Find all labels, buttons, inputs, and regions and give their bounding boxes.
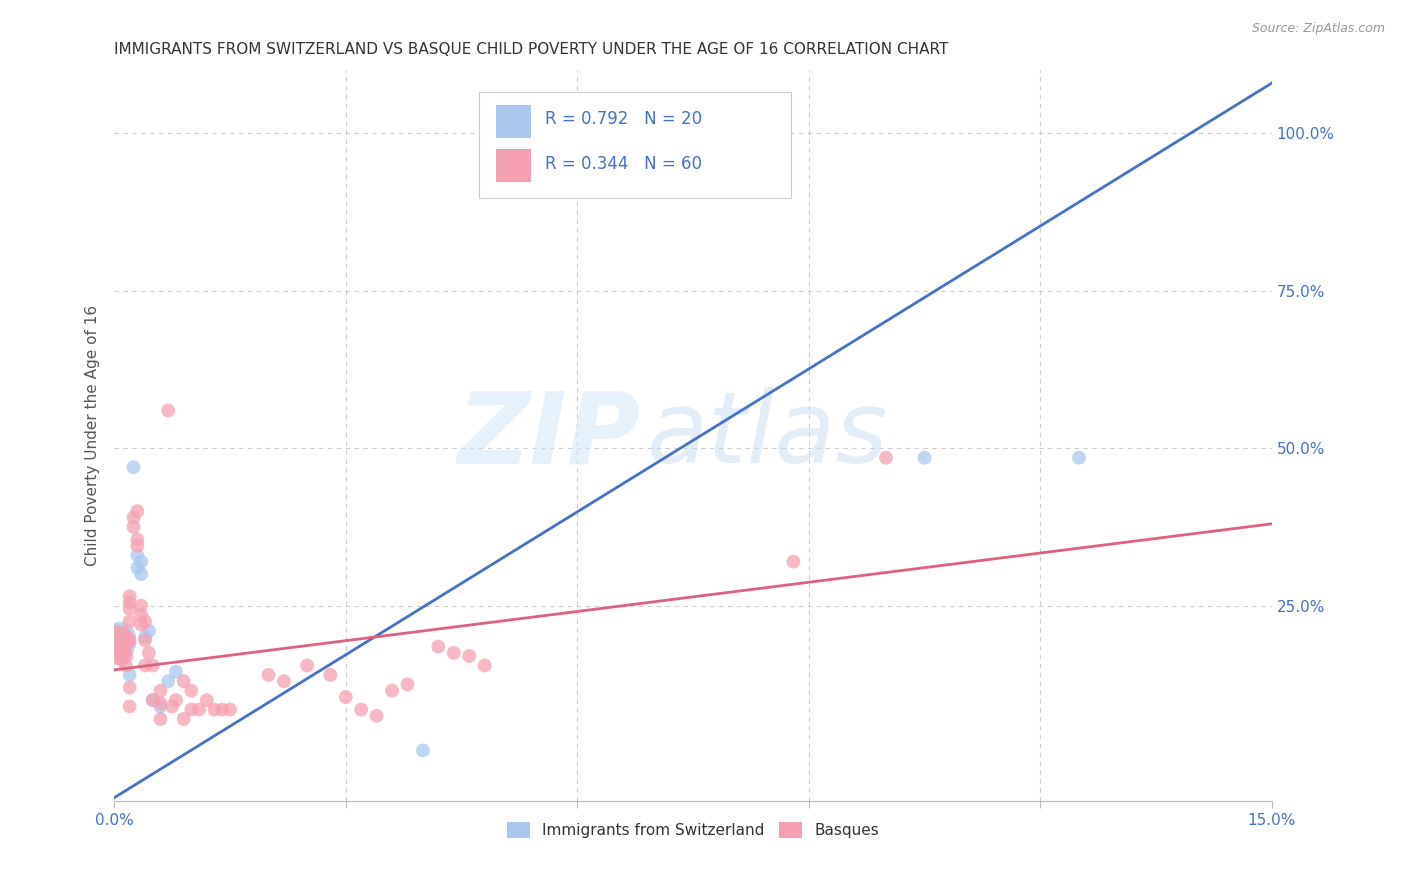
Point — [112, 646, 135, 660]
Point — [381, 683, 404, 698]
Point — [295, 658, 318, 673]
Point — [122, 510, 145, 524]
Point — [118, 633, 141, 648]
Point — [173, 674, 195, 689]
Point — [129, 567, 152, 582]
Point — [257, 668, 280, 682]
Point — [127, 539, 149, 553]
Point — [350, 702, 373, 716]
Legend: Immigrants from Switzerland, Basques: Immigrants from Switzerland, Basques — [501, 816, 886, 845]
Point — [122, 520, 145, 534]
Point — [118, 602, 141, 616]
Point — [142, 658, 165, 673]
Point — [165, 693, 187, 707]
Point — [319, 668, 342, 682]
Point — [127, 533, 149, 547]
Point — [1067, 450, 1090, 465]
Point — [118, 636, 141, 650]
FancyBboxPatch shape — [496, 105, 531, 138]
Point — [138, 624, 160, 638]
Point — [149, 699, 172, 714]
Point — [110, 642, 132, 657]
Point — [782, 555, 804, 569]
Point — [173, 712, 195, 726]
Point — [134, 658, 156, 673]
Point — [107, 646, 129, 660]
Point — [118, 681, 141, 695]
Point — [149, 696, 172, 710]
Point — [165, 665, 187, 679]
Point — [114, 648, 136, 663]
Point — [111, 642, 134, 657]
Point — [111, 646, 134, 660]
Point — [111, 652, 134, 666]
Point — [118, 615, 141, 629]
Point — [129, 599, 152, 613]
Point — [149, 712, 172, 726]
Point — [138, 646, 160, 660]
Point — [118, 668, 141, 682]
Point — [127, 561, 149, 575]
Point — [335, 690, 357, 704]
FancyBboxPatch shape — [496, 149, 531, 182]
Text: Source: ZipAtlas.com: Source: ZipAtlas.com — [1251, 22, 1385, 36]
Point — [427, 640, 450, 654]
Point — [110, 630, 132, 644]
Point — [114, 658, 136, 673]
Point — [180, 702, 202, 716]
Point — [219, 702, 242, 716]
Point — [474, 658, 496, 673]
Point — [118, 699, 141, 714]
Point — [273, 674, 295, 689]
Point — [134, 630, 156, 644]
Point — [188, 702, 211, 716]
Point — [114, 630, 136, 644]
Point — [211, 702, 233, 716]
Point — [107, 633, 129, 648]
Point — [111, 630, 134, 644]
Point — [129, 555, 152, 569]
Text: ZIP: ZIP — [458, 387, 641, 484]
Point — [122, 460, 145, 475]
Point — [875, 450, 897, 465]
Point — [443, 646, 465, 660]
Point — [396, 677, 419, 691]
Point — [118, 595, 141, 609]
Point — [129, 608, 152, 623]
Point — [157, 674, 180, 689]
Point — [666, 145, 689, 160]
Y-axis label: Child Poverty Under the Age of 16: Child Poverty Under the Age of 16 — [86, 305, 100, 566]
Point — [366, 709, 388, 723]
Point — [134, 615, 156, 629]
Text: atlas: atlas — [647, 387, 889, 484]
Point — [914, 450, 936, 465]
Point — [127, 549, 149, 563]
Point — [412, 743, 434, 757]
Point — [160, 699, 183, 714]
Point — [458, 648, 481, 663]
Point — [195, 693, 218, 707]
Point — [157, 403, 180, 417]
Point — [204, 702, 226, 716]
Text: IMMIGRANTS FROM SWITZERLAND VS BASQUE CHILD POVERTY UNDER THE AGE OF 16 CORRELAT: IMMIGRANTS FROM SWITZERLAND VS BASQUE CH… — [114, 42, 949, 57]
Point — [127, 504, 149, 518]
Point — [180, 683, 202, 698]
Point — [142, 693, 165, 707]
Point — [149, 683, 172, 698]
Text: R = 0.344   N = 60: R = 0.344 N = 60 — [546, 155, 702, 173]
Point — [118, 589, 141, 603]
Point — [134, 633, 156, 648]
Point — [129, 617, 152, 632]
FancyBboxPatch shape — [479, 93, 792, 198]
Text: R = 0.792   N = 20: R = 0.792 N = 20 — [546, 111, 702, 128]
Point — [142, 693, 165, 707]
